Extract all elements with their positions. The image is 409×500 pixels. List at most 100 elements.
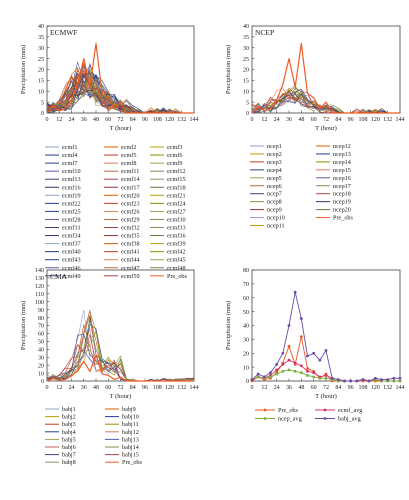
panel-4-legend-label: Pre_obs [278, 407, 299, 414]
panel-1-y-axis-label: Precipitation (mm) [20, 45, 27, 94]
panel-4-xtick-label: 96 [348, 385, 354, 391]
panel-4-plot-frame [251, 269, 401, 382]
panel-4-legend-marker [323, 417, 327, 420]
panel-1-xtick-label: 24 [69, 117, 75, 123]
panel-4-point-ncep_avg [269, 375, 272, 379]
panel-1-model-label: ECMWF [50, 28, 78, 37]
panel-4-legend-label: ncep_avg [278, 416, 302, 423]
panel-4-point-babj_avg [287, 324, 291, 327]
panel-4-point-ncep_avg [324, 376, 328, 380]
panel-1-legend-label: ecmf16 [62, 184, 81, 191]
panel-3-ytick-label: 140 [35, 268, 44, 274]
panel-4-point-Pre_obs [299, 335, 303, 338]
panel-4-ytick-label: 20 [243, 351, 249, 357]
panel-4-point-ecmf_avg [299, 364, 303, 368]
panel-4-point-babj_avg [343, 379, 346, 383]
panel-4-group: 0 10 20 30 40 50 60 70 80 0 12 24 36 48 60 72 84 96 108 120… [225, 268, 405, 422]
panel-2-ytick-label: 0 [246, 111, 249, 117]
panel-4-point-ncep_avg [299, 371, 303, 375]
panel-1-ytick-label: 40 [38, 24, 44, 30]
panel-2-ytick-label: 20 [243, 68, 249, 74]
panel-1-legend-label: ecmf5 [121, 152, 136, 159]
panel-1-xtick-label: 108 [153, 117, 162, 123]
panel-4-ytick-label: 10 [243, 365, 249, 371]
panel-4-point-ecmf_avg [287, 358, 291, 362]
panel-2-legend-label: ncep10 [267, 215, 285, 222]
panel-4-point-babj_avg [318, 358, 322, 362]
panel-2-legend-label: ncep18 [333, 191, 351, 198]
panel-2-legend-label: ncep20 [333, 207, 351, 214]
panel-4-point-babj_avg [355, 379, 359, 383]
panel-3-xtick-label: 0 [46, 385, 49, 391]
panel-2-legend-label: ncep2 [267, 151, 282, 158]
panel-1-legend-label: ecmf43 [62, 257, 81, 264]
panel-1-legend-label: ecmf12 [167, 168, 186, 175]
panel-1-legend-label: ecmf30 [167, 216, 186, 223]
panel-2-ytick-label: 5 [246, 100, 249, 106]
panel-3-xtick-label: 108 [153, 385, 162, 391]
panel-3-legend-label: babj8 [62, 459, 76, 466]
panel-4-legend-marker [263, 417, 267, 420]
panel-2-xtick-label: 84 [335, 117, 341, 123]
panel-3-legend-label: babj11 [122, 421, 139, 428]
panel-1-legend-label: ecmf45 [167, 257, 186, 264]
panel-3-legend-label: babj12 [122, 429, 139, 436]
panel-3-ytick-label: 10 [38, 371, 44, 377]
panel-3-ytick-label: 110 [35, 292, 44, 298]
panel-3-model-label: CMA [50, 272, 68, 281]
panel-4-xtick-label: 12 [261, 385, 267, 391]
panel-1-legend-label: ecmf2 [121, 144, 136, 151]
panel-1-legend-label: ecmf38 [121, 241, 140, 248]
panel-1-legend-label: ecmf35 [121, 233, 140, 240]
panel-4-point-ncep_avg [293, 369, 297, 373]
panel-1-legend-label: ecmf33 [167, 225, 186, 232]
panel-3-ytick-label: 70 [38, 324, 44, 330]
panel-1-legend-label: ecmf36 [167, 233, 186, 240]
panel-2-xtick-label: 36 [286, 117, 292, 123]
panel-3-xtick-label: 48 [93, 385, 99, 391]
panel-1-legend-label: ecmf19 [62, 192, 81, 199]
panel-4-point-babj_avg [367, 379, 371, 383]
panel-4-ytick-label: 50 [243, 310, 249, 316]
panel-4-point-ncep_avg [398, 379, 402, 383]
panel-2-legend-label: Pre_obs [333, 215, 354, 222]
panel-4-xtick-label: 24 [274, 385, 280, 391]
panel-4-point-babj_avg [312, 351, 316, 355]
panel-3-xtick-label: 120 [165, 385, 174, 391]
panel-2-ytick-label: 30 [243, 46, 249, 52]
panel-1-legend-label: ecmf10 [62, 168, 81, 175]
panel-1-legend-label: ecmf48 [167, 265, 186, 272]
panel-2-xtick-label: 60 [311, 117, 317, 123]
panel-3-xtick-label: 36 [81, 385, 87, 391]
panel-3-legend-label: babj1 [62, 406, 76, 413]
panel-1-legend-label: ecmf50 [121, 273, 140, 280]
panel-2-legend-label: ncep4 [267, 167, 282, 174]
panel-1-legend-label: ecmf3 [167, 144, 182, 151]
panel-2-legend-label: ncep12 [333, 143, 351, 150]
panel-4-point-babj_avg [361, 378, 365, 382]
panel-2-legend-label: ncep13 [333, 151, 351, 158]
panel-1-legend-label: ecmf49 [62, 273, 81, 280]
panel-4-point-babj_avg [380, 378, 383, 382]
panel-1-ytick-label: 10 [38, 89, 44, 95]
panel-3-series-Pre_obs [46, 355, 194, 382]
panel-3-xtick-label: 72 [118, 385, 124, 391]
panel-3-ytick-label: 40 [38, 347, 44, 353]
panel-3-xtick-label: 12 [56, 385, 62, 391]
panel-3-ytick-label: 20 [38, 363, 44, 369]
panel-1-ytick-label: 30 [38, 46, 44, 52]
panel-4-point-babj_avg [299, 317, 303, 320]
panel-4-legend-label: babj_avg [338, 416, 361, 423]
panel-1-xtick-label: 48 [93, 117, 99, 123]
panel-2-xtick-label: 12 [261, 117, 267, 123]
panel-2-xtick-label: 108 [359, 117, 368, 123]
panel-4-point-ncep_avg [275, 372, 279, 376]
panel-1-legend-label: ecmf6 [167, 152, 182, 159]
panel-1-legend-label: ecmf34 [62, 233, 81, 240]
panel-3-legend-label: babj10 [122, 414, 139, 421]
panel-3-legend-label: babj2 [62, 414, 76, 421]
panel-3-ytick-label: 100 [35, 300, 44, 306]
panel-4-point-ecmf_avg [293, 361, 297, 365]
